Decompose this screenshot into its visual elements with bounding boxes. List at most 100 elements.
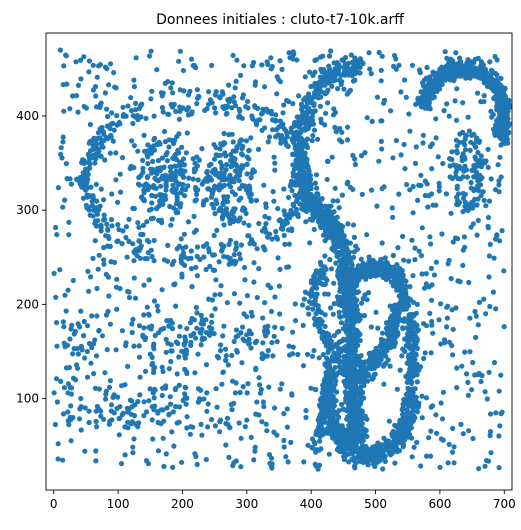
data-point	[305, 351, 311, 357]
data-point	[332, 222, 338, 228]
data-point	[275, 255, 281, 261]
data-point	[195, 177, 201, 183]
data-point	[149, 362, 155, 368]
data-point	[125, 103, 131, 109]
data-point	[203, 176, 209, 182]
data-point	[148, 216, 154, 222]
data-point	[144, 256, 150, 262]
data-point	[175, 182, 181, 188]
data-point	[311, 214, 317, 220]
data-point	[340, 406, 346, 412]
data-point	[249, 63, 255, 69]
data-point	[407, 324, 413, 330]
data-point	[478, 193, 484, 199]
data-point	[251, 457, 257, 463]
data-point	[237, 186, 243, 192]
data-point	[136, 354, 143, 360]
data-point	[341, 64, 347, 70]
data-point	[211, 205, 217, 211]
data-point	[345, 376, 351, 382]
data-point	[203, 362, 210, 368]
data-point	[219, 216, 225, 222]
data-point	[413, 324, 419, 330]
data-point	[269, 340, 275, 346]
data-point	[316, 402, 323, 408]
data-point	[223, 442, 229, 448]
data-point	[433, 116, 439, 122]
data-point	[390, 252, 396, 259]
data-point	[364, 115, 370, 121]
data-point	[58, 151, 64, 157]
data-point	[116, 432, 122, 438]
data-point	[115, 394, 121, 400]
data-point	[292, 301, 298, 307]
data-point	[418, 172, 424, 178]
data-point	[60, 82, 66, 88]
data-point	[259, 419, 265, 425]
data-point	[290, 329, 296, 335]
data-point	[215, 355, 222, 361]
data-point	[355, 333, 361, 339]
data-point	[310, 306, 316, 312]
data-point	[151, 366, 157, 372]
data-point	[248, 197, 254, 203]
data-point	[399, 283, 406, 289]
data-point	[330, 217, 336, 223]
data-point	[90, 213, 96, 219]
data-point	[331, 280, 337, 286]
data-point	[497, 131, 503, 137]
data-point	[139, 101, 145, 107]
data-point	[464, 371, 470, 377]
data-point	[478, 378, 484, 385]
data-point	[481, 93, 487, 99]
data-point	[475, 183, 481, 189]
data-point	[273, 112, 279, 118]
data-point	[478, 164, 484, 170]
data-point	[482, 463, 488, 469]
data-point	[166, 111, 172, 117]
data-point	[391, 272, 397, 278]
data-point	[145, 250, 151, 256]
data-point	[156, 203, 162, 209]
data-point	[173, 404, 179, 410]
data-point	[500, 117, 506, 123]
data-point	[217, 348, 224, 354]
data-point	[67, 414, 73, 420]
data-point	[229, 155, 235, 161]
data-point	[198, 320, 204, 326]
data-point	[310, 133, 316, 139]
data-point	[171, 171, 177, 177]
data-point	[205, 186, 211, 192]
data-point	[504, 117, 510, 123]
data-point	[70, 351, 76, 357]
data-point	[336, 309, 342, 315]
data-point	[148, 48, 154, 54]
data-point	[482, 389, 488, 395]
data-point	[63, 53, 69, 59]
data-point	[394, 386, 400, 392]
data-point	[178, 259, 184, 265]
data-point	[289, 187, 295, 194]
data-point	[226, 424, 233, 430]
data-point	[231, 94, 237, 100]
data-point	[205, 401, 211, 407]
data-point	[357, 70, 363, 76]
data-point	[339, 346, 345, 352]
data-point	[136, 174, 142, 181]
data-point	[260, 340, 266, 346]
data-point	[367, 362, 373, 368]
data-point	[326, 53, 333, 59]
data-point	[322, 312, 328, 318]
data-point	[198, 312, 204, 318]
data-point	[169, 261, 175, 267]
data-point	[409, 345, 415, 351]
data-point	[251, 279, 257, 285]
data-point	[111, 127, 117, 133]
data-point	[399, 353, 405, 359]
data-point	[417, 70, 423, 76]
data-point	[366, 373, 372, 379]
data-point	[137, 392, 143, 398]
data-point	[368, 324, 374, 330]
data-point	[356, 277, 362, 283]
data-point	[314, 191, 320, 197]
